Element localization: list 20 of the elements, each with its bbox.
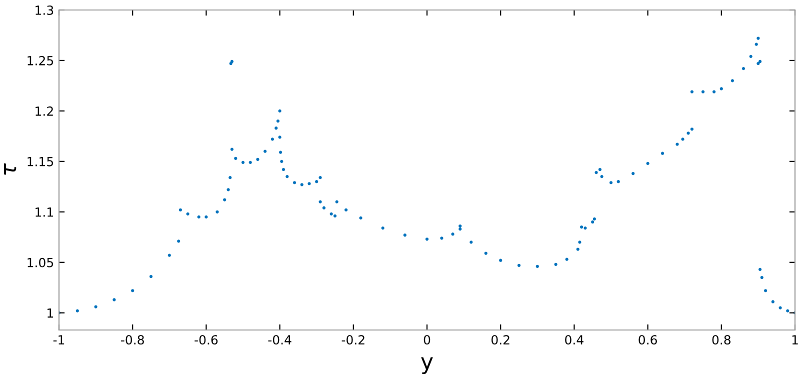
x-tick-label: -0.2 <box>342 335 364 345</box>
x-tick-label: 1 <box>792 335 798 344</box>
y-tick-label: 1 <box>48 308 53 318</box>
x-tick-label: 0.8 <box>712 335 730 345</box>
y-tick-label: 1.25 <box>28 56 54 66</box>
x-tick-label: -0.8 <box>121 335 144 345</box>
x-tick-label: -1 <box>53 335 64 344</box>
x-tick-label: 0 <box>424 335 430 345</box>
x-tick-label: 0.2 <box>491 335 510 345</box>
y-tick-label: 1.2 <box>36 106 53 116</box>
y-tick-label: 1.05 <box>28 258 54 268</box>
y-axis-title: τ <box>4 163 16 175</box>
x-axis-title: y <box>421 357 433 374</box>
y-tick-label: 1.3 <box>36 5 54 15</box>
y-tick-label: 1.1 <box>36 208 53 217</box>
y-tick-label: 1.15 <box>28 157 54 166</box>
x-tick-label: -0.6 <box>194 335 218 345</box>
x-tick-label: 0.4 <box>565 335 584 345</box>
x-tick-label: -0.4 <box>268 335 292 345</box>
x-tick-label: 0.6 <box>638 335 657 345</box>
